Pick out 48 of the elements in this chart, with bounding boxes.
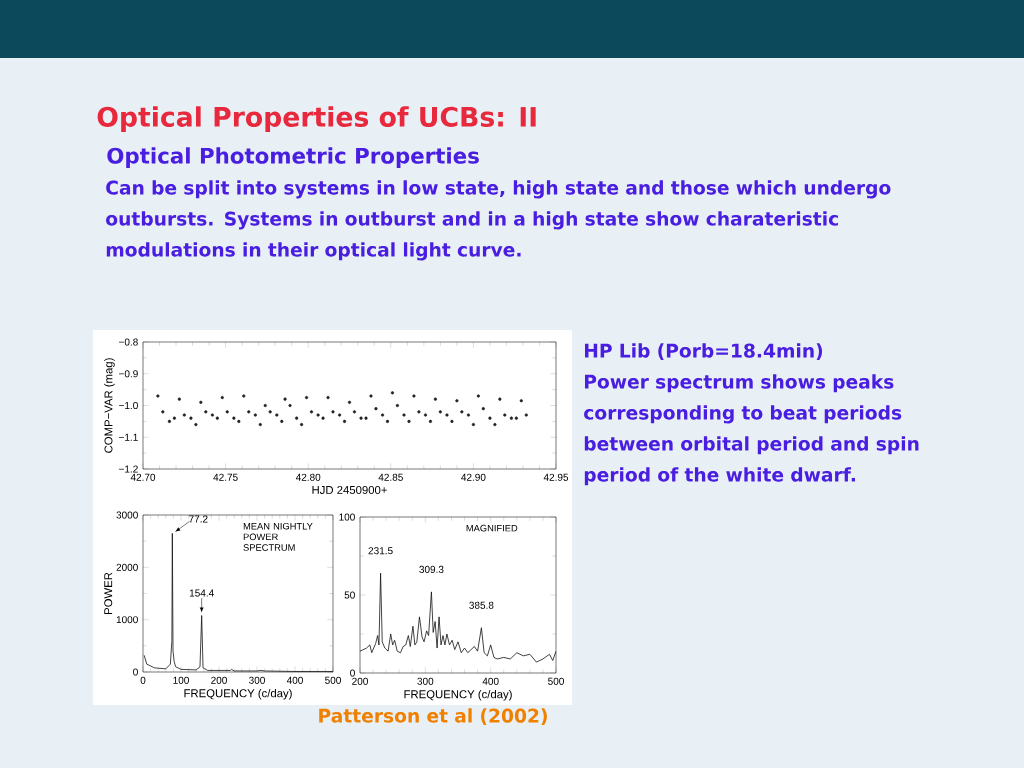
line-series <box>360 572 556 663</box>
x-tick-label: 42.90 <box>461 473 486 481</box>
annotation: 231.5 <box>368 547 393 555</box>
annotation: MAGNIFIED <box>466 524 518 532</box>
annotation: 309.3 <box>419 565 444 573</box>
x-tick-label: 500 <box>325 676 341 684</box>
x-tick-label: 42.95 <box>543 473 569 481</box>
annotation: 385.8 <box>469 601 494 609</box>
line-series <box>143 532 333 672</box>
annotation: 77.2 <box>189 515 208 523</box>
y-tick-label: 2000 <box>116 563 138 571</box>
y-tick-label: −1.2 <box>119 465 138 473</box>
chart-subtitle: Optical Photometric Properties <box>107 147 479 168</box>
y-tick-label: 0 <box>350 669 355 677</box>
y-axis-title: POWER <box>104 572 113 614</box>
text: Can be split into systems in low state, high state and those which undergo outbursts. Systems in outburst and in a high state show charateristic modulations in their optical light curve. <box>106 180 891 261</box>
x-tick-label: 400 <box>286 676 303 684</box>
x-tick-label: 200 <box>352 677 368 685</box>
x-tick-label: 200 <box>211 676 227 684</box>
y-tick-label: 100 <box>339 513 355 521</box>
annotation: MEAN NIGHTLY POWER SPECTRUM <box>243 522 313 551</box>
y-tick-label: −0.9 <box>119 370 138 378</box>
text: HP Lib (Porb=18.4min) <box>584 343 823 360</box>
y-tick-label: −0.8 <box>119 338 138 346</box>
x-tick-label: 300 <box>417 677 434 685</box>
x-tick-label: 42.75 <box>213 473 238 481</box>
x-tick-label: 0 <box>140 676 146 684</box>
x-axis-title: FREQUENCY (c/day) <box>404 689 512 701</box>
y-tick-label: 3000 <box>116 511 138 519</box>
x-axis-title: HJD 2450900+ <box>312 485 387 494</box>
x-tick-label: 100 <box>173 676 189 684</box>
x-axis-title: FREQUENCY (c/day) <box>184 688 292 700</box>
text: Patterson et al (2002) <box>319 708 547 725</box>
x-tick-label: 42.70 <box>130 473 156 481</box>
y-tick-label: 1000 <box>116 616 138 624</box>
x-tick-label: 42.85 <box>378 473 403 481</box>
x-tick-label: 300 <box>249 676 265 684</box>
annotation: 154.4 <box>189 589 214 597</box>
y-tick-label: 0 <box>133 668 138 676</box>
x-tick-label: 400 <box>482 677 499 685</box>
y-axis-title: COMP−VAR (mag) <box>104 358 115 453</box>
x-tick-label: 42.80 <box>295 473 321 481</box>
y-tick-label: −1.1 <box>119 433 138 441</box>
chart-title: Optical Properties of UCBs: II <box>97 106 536 133</box>
y-tick-label: −1.0 <box>119 401 138 410</box>
text: Power spectrum shows peaks corresponding to beat periods between orbital period and spin period of the white dwarf. <box>584 374 919 486</box>
y-tick-label: 50 <box>344 591 355 599</box>
x-tick-label: 500 <box>548 677 564 685</box>
